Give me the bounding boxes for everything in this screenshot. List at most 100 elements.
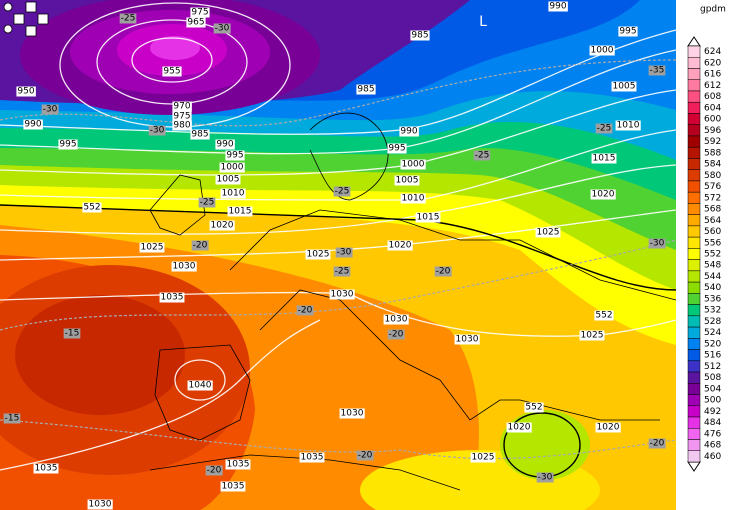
isobar-label: 1030	[385, 315, 408, 325]
legend-label: 576	[704, 182, 721, 192]
temperature-label-box	[63, 328, 81, 339]
isobar-label: 1010	[617, 121, 640, 131]
temperature-label-box	[333, 186, 351, 197]
isobar-label-box	[615, 120, 641, 131]
isobar-label-box	[535, 227, 561, 238]
isobar-label-box	[215, 174, 241, 185]
isobar-label-box	[611, 81, 637, 92]
temperature-label-box	[119, 13, 137, 24]
legend-label: 544	[704, 272, 721, 282]
legend-swatch	[687, 270, 701, 283]
color-legend: 6246206166126086046005965925885845805765…	[687, 36, 721, 472]
isobar-label: 975	[173, 112, 190, 122]
temperature-label-box	[296, 305, 314, 316]
isobar-label-box	[387, 240, 413, 251]
isobar-label-box	[506, 422, 532, 433]
temperature-label-box	[3, 413, 21, 424]
legend-label: 588	[704, 148, 721, 158]
legend-label: 600	[704, 115, 721, 125]
legend-label: 568	[704, 205, 721, 215]
temperature-label-box	[648, 438, 666, 449]
temperature-label: -15	[65, 329, 80, 339]
isobar-label-box	[339, 408, 365, 419]
temperature-label: -20	[358, 451, 373, 461]
legend-swatch	[687, 439, 701, 452]
isobar-label: 552	[595, 311, 612, 321]
legend-swatch	[687, 101, 701, 114]
temperature-label-box	[41, 104, 59, 115]
legend-label: 584	[704, 160, 721, 170]
legend-swatch	[687, 225, 701, 238]
legend-label: 624	[704, 47, 721, 57]
temperature-label: -25	[475, 151, 490, 161]
isobar-label-box	[87, 499, 113, 510]
temperature-label: -20	[650, 439, 665, 449]
isobar-label-box	[225, 150, 245, 161]
legend-swatch	[687, 281, 701, 294]
isobar-label: 552	[83, 203, 100, 213]
isobar-label: 1025	[141, 243, 164, 253]
legend-swatch	[687, 248, 701, 260]
legend-label: 504	[704, 384, 721, 394]
isobar-label-box	[187, 380, 213, 391]
isobar-label: 975	[191, 8, 208, 18]
isobar-label: 990	[549, 2, 566, 12]
isobar-label: 995	[59, 140, 76, 150]
isobar-label-box	[394, 175, 420, 186]
isobar-label: 1020	[592, 190, 615, 200]
legend-swatch	[687, 405, 701, 418]
legend-swatch	[687, 203, 701, 215]
isobar-label: 955	[163, 67, 180, 77]
temperature-label-box	[333, 266, 351, 277]
isobar-label: 995	[388, 144, 405, 154]
isobar-label: 1000	[221, 163, 244, 173]
legend-label: 604	[704, 103, 721, 113]
legend-swatch	[687, 135, 701, 148]
isobar-label: 965	[187, 18, 204, 28]
legend-label: 612	[704, 81, 721, 91]
temperature-label: -30	[337, 248, 352, 258]
temperature-label: -30	[150, 126, 165, 136]
temperature-label: -25	[121, 14, 136, 24]
legend-swatch	[687, 236, 701, 249]
nav-controls[interactable]	[3, 1, 49, 37]
isobar-label: 990	[24, 120, 41, 130]
legend-label: 536	[704, 294, 721, 304]
isobar-label: 1005	[613, 82, 636, 92]
isobar-label-box	[594, 310, 614, 321]
temperature-label-box	[387, 329, 405, 340]
isobar-label-box	[220, 481, 246, 492]
isobar-label: 970	[173, 102, 190, 112]
isobar-label: 1025	[307, 250, 330, 260]
isobar-label: 1020	[597, 423, 620, 433]
isobar-label-box	[589, 45, 615, 56]
isobar-label: 1035	[227, 460, 250, 470]
temperature-label-box	[198, 197, 216, 208]
legend-swatch	[687, 56, 701, 69]
temperature-label: -15	[5, 414, 20, 424]
temperature-label-box	[213, 23, 231, 34]
isobar-label: 980	[173, 121, 190, 131]
legend-label: 500	[704, 396, 721, 406]
legend-swatch	[687, 124, 701, 137]
isobar-label: 1000	[402, 160, 425, 170]
isobar-label-box	[172, 120, 192, 131]
temperature-label-box	[148, 125, 166, 136]
legend-label: 524	[704, 328, 721, 338]
legend-label: 560	[704, 227, 721, 237]
temperature-label: -25	[335, 267, 350, 277]
legend-label: 572	[704, 193, 721, 203]
legend-swatch	[687, 304, 701, 317]
isobar-label: 1035	[301, 453, 324, 463]
temperature-label: -20	[298, 306, 313, 316]
temperature-label-box	[434, 266, 452, 277]
legend-swatch	[687, 146, 701, 159]
isobar-label: 1010	[402, 194, 425, 204]
temperature-label: -30	[538, 473, 553, 483]
legend-swatch	[687, 113, 701, 125]
isobar-label-box	[190, 129, 210, 140]
legend-label: 556	[704, 238, 721, 248]
legend-swatch	[687, 191, 701, 204]
legend-swatch	[687, 349, 701, 362]
legend-label: 528	[704, 317, 721, 327]
